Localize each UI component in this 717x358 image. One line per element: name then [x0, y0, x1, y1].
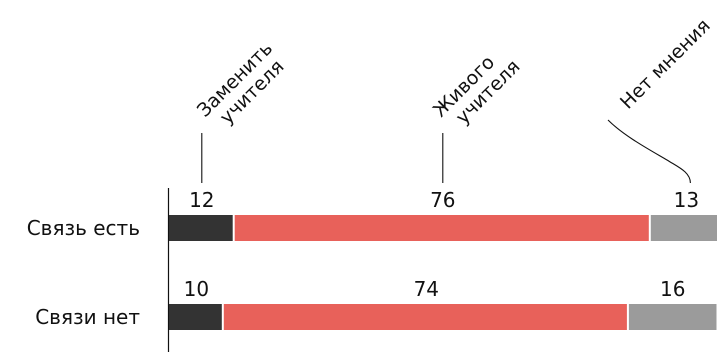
bar-segment: [628, 304, 717, 330]
bar-segment: [223, 304, 627, 330]
category-label: Связь есть: [27, 216, 140, 240]
category-labels-group: Связь есть Связи нет: [27, 216, 141, 329]
bar-segment: [234, 215, 649, 241]
bars-group: [169, 215, 717, 330]
legend-label: Нет мнения: [616, 15, 715, 114]
data-label: 13: [674, 188, 699, 212]
leader-line: [607, 119, 691, 184]
legend-leader-lines: [201, 119, 691, 184]
bar-segment: [169, 215, 233, 241]
data-label: 76: [430, 188, 455, 212]
data-label: 74: [414, 277, 439, 301]
data-label: 16: [660, 277, 685, 301]
legend: Заменитьучителя Живогоучителя Нет мнения: [193, 15, 715, 137]
data-labels-group: 12 76 13 10 74 16: [184, 188, 699, 301]
data-label: 10: [184, 277, 209, 301]
legend-label: Заменитьучителя: [193, 37, 292, 136]
category-label: Связи нет: [35, 305, 140, 329]
bar-segment: [169, 304, 222, 330]
bar-segment: [650, 215, 717, 241]
data-label: 12: [189, 188, 214, 212]
legend-label: Живогоучителя: [429, 41, 525, 137]
